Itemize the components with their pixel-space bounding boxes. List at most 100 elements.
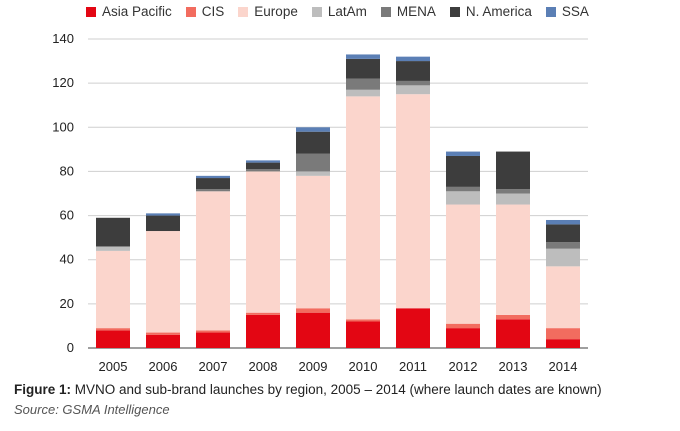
x-tick-label: 2013 — [499, 359, 528, 374]
bar-segment-n-america — [96, 217, 130, 247]
bar-segment-mena — [296, 153, 330, 172]
bar-segment-europe — [196, 191, 230, 331]
legend-entry: MENA — [380, 4, 436, 19]
legend-label: CIS — [201, 4, 225, 19]
bar-segment-europe — [296, 175, 330, 309]
legend-label: LatAm — [327, 4, 367, 19]
chart-legend: Asia Pacific CIS Europe LatAm MENA N. America… — [86, 4, 603, 19]
legend-swatch — [185, 6, 196, 17]
bar-segment-cis — [546, 328, 580, 340]
bar-segment-europe — [346, 96, 380, 320]
bar-segment-asia-pacific — [546, 339, 580, 348]
bar-segment-asia-pacific — [446, 328, 480, 348]
legend-entry: LatAm — [311, 4, 367, 19]
bar-segment-n-america — [546, 224, 580, 243]
x-tick-label: 2006 — [149, 359, 178, 374]
legend-label: MENA — [396, 4, 436, 19]
x-tick-label: 2009 — [299, 359, 328, 374]
bar-segment-latam — [296, 171, 330, 176]
bar-segment-europe — [546, 266, 580, 329]
legend-swatch — [86, 6, 96, 17]
y-tick-label: 20 — [60, 296, 74, 311]
bar-segment-europe — [96, 250, 130, 329]
bar-segment-mena — [446, 186, 480, 192]
x-tick-label: 2011 — [399, 359, 427, 374]
bar-segment-asia-pacific — [96, 330, 130, 348]
x-tick-label: 2012 — [449, 359, 478, 374]
y-tick-label: 120 — [52, 75, 74, 90]
bar-segment-mena — [496, 189, 530, 194]
bar-segment-n-america — [196, 178, 230, 190]
bar-segment-ssa — [196, 175, 230, 179]
bar-segment-latam — [496, 193, 530, 205]
bar-segment-n-america — [446, 155, 480, 187]
bar-segment-europe — [146, 231, 180, 333]
bar-segment-asia-pacific — [346, 321, 380, 348]
legend-entry: Asia Pacific — [86, 4, 172, 19]
bar-segment-latam — [96, 246, 130, 251]
bar-segment-mena — [346, 78, 380, 90]
bar-segment-ssa — [346, 54, 380, 59]
bar-segment-mena — [396, 80, 430, 86]
bar-segment-mena — [196, 189, 230, 192]
bar-segment-n-america — [246, 162, 280, 170]
bar-segment-latam — [396, 85, 430, 95]
bar-segment-asia-pacific — [196, 332, 230, 348]
bar-segment-latam — [546, 248, 580, 267]
legend-entry: N. America — [449, 4, 532, 19]
x-tick-label: 2005 — [99, 359, 128, 374]
x-tick-label: 2008 — [249, 359, 278, 374]
legend-label: SSA — [561, 4, 589, 19]
y-tick-label: 100 — [52, 119, 74, 134]
bar-segment-cis — [196, 330, 230, 333]
bar-segment-europe — [496, 204, 530, 315]
bar-segment-cis — [146, 332, 180, 335]
bar-segment-asia-pacific — [146, 334, 180, 348]
legend-swatch — [238, 6, 249, 17]
bar-segment-ssa — [546, 219, 580, 225]
legend-entry: SSA — [545, 4, 589, 19]
legend-swatch — [380, 6, 391, 17]
bar-segment-ssa — [396, 56, 430, 62]
bar-segment-cis — [246, 312, 280, 315]
bar-segment-mena — [546, 242, 580, 249]
bar-segment-cis — [496, 314, 530, 320]
bar-segment-europe — [396, 94, 430, 309]
bar-segment-n-america — [296, 131, 330, 154]
bar-segment-europe — [246, 171, 280, 313]
bar-segment-asia-pacific — [496, 319, 530, 348]
bar-segment-ssa — [146, 213, 180, 216]
figure-source: Source: GSMA Intelligence — [14, 402, 170, 417]
x-tick-label: 2007 — [199, 359, 228, 374]
legend-label: Asia Pacific — [102, 4, 172, 19]
bar-segment-cis — [96, 328, 130, 331]
figure-caption-label: Figure 1: — [14, 382, 72, 397]
bar-segment-latam — [346, 89, 380, 97]
bar-segment-asia-pacific — [296, 312, 330, 348]
bar-segment-mena — [246, 169, 280, 172]
y-tick-label: 40 — [60, 252, 74, 267]
legend-label: Europe — [254, 4, 298, 19]
figure-caption-text: MVNO and sub-brand launches by region, 2… — [71, 382, 602, 397]
legend-swatch — [311, 6, 322, 17]
y-tick-label: 0 — [67, 340, 74, 355]
bar-segment-asia-pacific — [396, 308, 430, 348]
bar-segment-asia-pacific — [246, 314, 280, 348]
bar-segment-cis — [446, 323, 480, 329]
x-tick-label: 2014 — [549, 359, 578, 374]
bar-segment-n-america — [396, 61, 430, 81]
y-tick-label: 80 — [60, 163, 74, 178]
legend-swatch — [449, 6, 460, 17]
legend-label: N. America — [465, 4, 532, 19]
bar-segment-n-america — [346, 58, 380, 79]
bar-segment-n-america — [146, 215, 180, 232]
figure-caption: Figure 1: MVNO and sub-brand launches by… — [14, 382, 602, 397]
y-tick-label: 60 — [60, 208, 74, 223]
y-tick-label: 140 — [52, 31, 74, 46]
legend-swatch — [545, 6, 556, 17]
bar-segment-n-america — [496, 151, 530, 190]
bar-segment-europe — [446, 204, 480, 324]
legend-entry: Europe — [238, 4, 298, 19]
bar-segment-cis — [296, 308, 330, 313]
